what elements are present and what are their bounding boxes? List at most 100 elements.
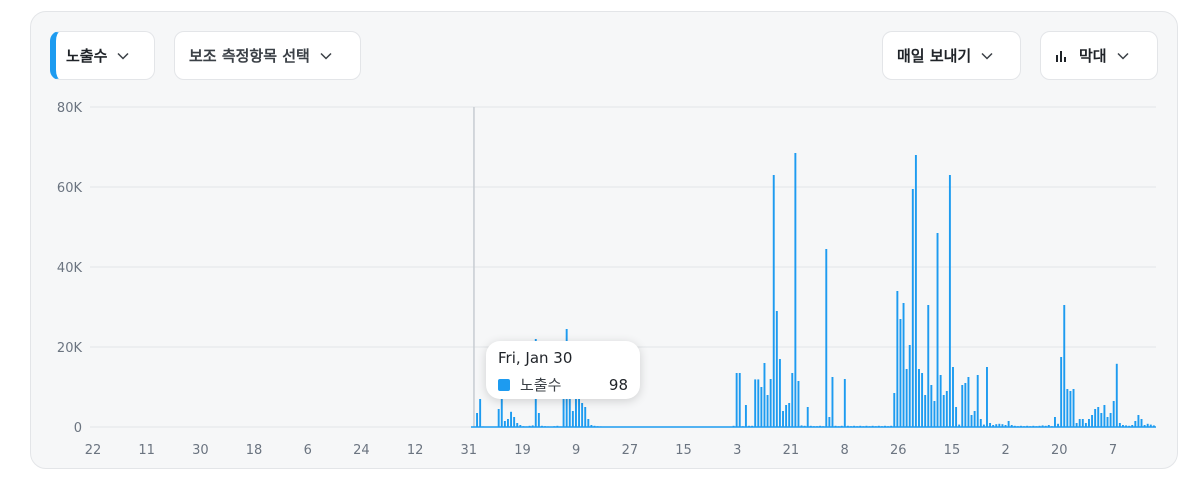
bar [1057, 423, 1060, 427]
bar [547, 426, 550, 427]
bar [825, 249, 828, 427]
bar [1106, 417, 1109, 427]
bar [812, 426, 815, 427]
bar [979, 419, 982, 427]
bar [562, 389, 565, 427]
bar [921, 373, 924, 427]
bar [1029, 426, 1032, 427]
bar [782, 411, 784, 427]
bar [590, 425, 593, 427]
tooltip-series-name: 노출수 [520, 376, 562, 394]
bar [933, 401, 936, 427]
bar [531, 425, 534, 427]
bar [1081, 419, 1084, 427]
tooltip-series-swatch [498, 378, 510, 391]
bar [1013, 425, 1016, 427]
bar [828, 417, 831, 427]
secondary-metric-label: 보조 측정항목 선택 [189, 47, 310, 65]
bar [846, 425, 849, 427]
bar [998, 423, 1001, 427]
export-dropdown[interactable]: 매일 보내기 [882, 31, 1021, 80]
x-tick-label: 9 [572, 443, 580, 458]
bar [1038, 425, 1041, 427]
x-tick-label: 15 [675, 443, 692, 458]
bar [791, 373, 794, 427]
bar [1016, 426, 1019, 427]
bar [942, 395, 945, 427]
x-tick-label: 6 [304, 443, 312, 458]
bar [989, 423, 992, 427]
bar [1143, 425, 1146, 427]
bar [751, 425, 754, 427]
bar [513, 417, 516, 427]
bar [976, 375, 979, 427]
bar [1152, 425, 1155, 427]
bar [924, 395, 927, 427]
bar [1103, 405, 1106, 427]
bar [1066, 389, 1069, 427]
bar [880, 426, 883, 427]
bar [973, 411, 976, 427]
bar [806, 407, 809, 427]
bar [890, 425, 893, 427]
secondary-metric-dropdown[interactable]: 보조 측정항목 선택 [174, 31, 361, 80]
x-tick-label: 19 [514, 443, 531, 458]
bar [1131, 425, 1134, 427]
bar [871, 425, 874, 427]
bar [757, 379, 760, 427]
x-tick-label: 12 [407, 443, 424, 458]
bar [970, 415, 973, 427]
chart-type-label: 막대 [1079, 47, 1107, 65]
bar [744, 405, 747, 427]
bar [571, 411, 574, 427]
bar [945, 391, 948, 427]
bar [544, 426, 546, 427]
x-tick-label: 15 [944, 443, 961, 458]
bar [1140, 419, 1143, 427]
bar [479, 399, 482, 427]
chart-type-dropdown[interactable]: 막대 [1040, 31, 1158, 80]
x-tick-label: 8 [840, 443, 848, 458]
bar [1122, 425, 1124, 427]
bar [859, 425, 862, 427]
bar [559, 426, 562, 427]
bar [482, 426, 485, 427]
bar [914, 155, 917, 427]
bar [1001, 424, 1004, 427]
bar [865, 425, 868, 427]
bar [893, 393, 896, 427]
bar [982, 424, 985, 427]
chevron-down-icon [1117, 52, 1129, 60]
bar [874, 426, 877, 427]
bar [905, 369, 908, 427]
bar [908, 345, 911, 427]
bar [1041, 425, 1044, 427]
bar [522, 426, 525, 427]
bar [822, 426, 825, 427]
bar [507, 419, 509, 427]
bar [556, 425, 559, 427]
bar [1050, 426, 1053, 427]
bar [797, 381, 800, 427]
bar [587, 419, 590, 427]
bar [1115, 363, 1118, 427]
bar [1125, 425, 1128, 427]
bar [1023, 426, 1026, 427]
bar [748, 425, 750, 427]
metric-dropdown[interactable]: 노출수 [50, 31, 155, 80]
bar [862, 426, 865, 427]
bar [732, 425, 735, 427]
bar [1134, 421, 1137, 427]
chart-tooltip: Fri, Jan 30 노출수 98 [486, 341, 640, 399]
export-label: 매일 보내기 [897, 47, 972, 65]
x-tick-label: 22 [85, 443, 102, 458]
x-tick-label: 18 [246, 443, 263, 458]
x-tick-label: 11 [138, 443, 155, 458]
bar [553, 426, 556, 427]
y-tick-label: 80K [57, 101, 83, 116]
bar [819, 425, 822, 427]
x-tick-label: 3 [733, 443, 741, 458]
bar [803, 425, 806, 427]
bar [778, 359, 781, 427]
